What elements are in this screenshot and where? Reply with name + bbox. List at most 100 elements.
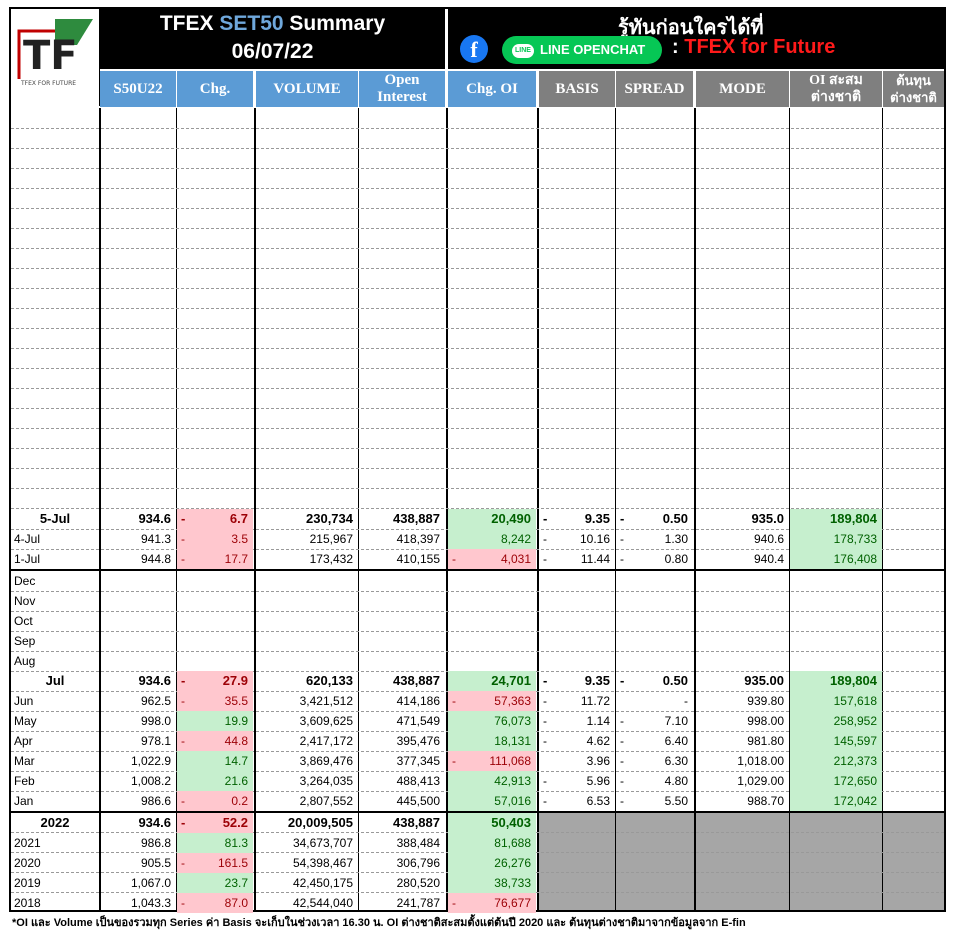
cell-value: 414,186	[396, 694, 440, 708]
cell-value: 44.8	[224, 734, 248, 748]
cell-value: 212,373	[833, 754, 877, 768]
table-cell-chg-oi: 20,490	[448, 509, 536, 529]
sign-marker: -	[181, 734, 185, 748]
table-cell-chg-oi: 76,073	[448, 711, 536, 731]
table-cell-price: 986.8	[100, 833, 176, 853]
sign-marker: -	[181, 815, 186, 830]
table-cell-basis: 4.62 -	[539, 731, 615, 751]
table-cell-price: 962.5	[100, 691, 176, 711]
cell-value: Oct	[14, 614, 33, 628]
sign-marker: -	[181, 856, 185, 870]
cell-value: 3.96	[586, 754, 610, 768]
row-divider	[11, 368, 944, 369]
cell-value: 940.4	[753, 552, 784, 566]
row-divider	[11, 348, 944, 349]
col-header-foreign-cost-line2: ต่างชาติ	[890, 90, 937, 105]
table-cell-price: 934.6	[100, 509, 176, 529]
table-cell-price: 998.0	[100, 711, 176, 731]
cell-value: 1.14	[586, 714, 610, 728]
month-label: Sep	[11, 631, 99, 651]
table-cell-foreign-cost	[883, 691, 944, 711]
table-cell-oi: 241,787	[359, 893, 445, 913]
table-cell-volume: 42,544,040	[256, 893, 358, 913]
table-cell-volume: 230,734	[256, 509, 358, 529]
table-cell-price: 934.6	[100, 813, 176, 833]
cell-value: 2018	[14, 896, 41, 910]
table-cell-price: 944.8	[100, 549, 176, 569]
cell-value: 5.50	[664, 794, 688, 808]
table-cell-volume: 215,967	[256, 529, 358, 549]
col-header-mode: MODE	[696, 71, 789, 107]
cell-value: 377,345	[396, 754, 440, 768]
cell-value: 9.35	[584, 673, 610, 688]
sign-marker: -	[543, 734, 547, 748]
table-cell-chg: 161.5 -	[177, 853, 253, 873]
cell-value: 395,476	[396, 734, 440, 748]
sign-marker: -	[620, 754, 624, 768]
cell-value: 76,073	[494, 714, 531, 728]
column-divider	[99, 108, 101, 910]
table-cell-label: 1-Jul	[11, 549, 99, 569]
table-cell-foreign-cost	[883, 509, 944, 529]
cell-value: Jan	[14, 794, 34, 808]
cell-value: 11.72	[580, 694, 610, 708]
table-cell-foreign-oi: 176,408	[790, 549, 882, 569]
cell-value: 0.50	[662, 511, 688, 526]
row-divider	[11, 508, 944, 509]
cell-value: 172,650	[833, 774, 877, 788]
facebook-icon[interactable]: f	[460, 35, 488, 63]
table-cell-spread: 5.50 -	[616, 791, 693, 811]
table-cell-oi: 388,484	[359, 833, 445, 853]
cell-value: 2,807,552	[299, 794, 353, 808]
cell-value: 9.35	[584, 511, 610, 526]
row-divider	[11, 611, 944, 612]
table-cell-mode: 981.80	[696, 731, 789, 751]
month-label: Dec	[11, 571, 99, 591]
table-cell-basis: 9.35 -	[539, 509, 615, 529]
table-cell-oi: 488,413	[359, 771, 445, 791]
table-cell-chg-oi: 50,403	[448, 813, 536, 833]
sign-marker: -	[620, 673, 625, 688]
cell-value: 42,913	[494, 774, 531, 788]
cell-value: 905.5	[140, 856, 171, 870]
channel-separator: :	[672, 36, 679, 58]
cell-value: 189,804	[830, 511, 877, 526]
table-cell-volume: 3,609,625	[256, 711, 358, 731]
cell-value: 939.80	[747, 694, 784, 708]
table-cell-chg: 19.9	[177, 711, 253, 731]
table-cell-mode: 940.6	[696, 529, 789, 549]
line-openchat-button[interactable]: LINE LINE OPENCHAT	[502, 36, 662, 64]
row-divider	[11, 288, 944, 289]
table-cell-chg: 44.8 -	[177, 731, 253, 751]
cell-value: 17.7	[224, 552, 248, 566]
table-cell-label: 2020	[11, 853, 99, 873]
table-cell-spread: 6.30 -	[616, 751, 693, 771]
cell-value: 3,869,476	[299, 754, 353, 768]
row-divider	[11, 811, 944, 813]
row-divider	[11, 168, 944, 169]
sign-marker: -	[620, 794, 624, 808]
cell-value: Sep	[14, 634, 36, 648]
logo-mark-icon: TF TFEX FOR FUTURE	[17, 19, 93, 87]
cell-value: 935.0	[751, 511, 784, 526]
cell-value: 19.9	[224, 714, 248, 728]
col-header-open-interest-line1: Open	[384, 72, 420, 88]
footnote: *OI และ Volume เป็นของรวมทุก Series ค่า …	[12, 917, 746, 929]
table-cell-chg-oi: 111,068 -	[448, 751, 536, 771]
row-divider	[11, 208, 944, 209]
table-cell-foreign-oi: 172,650	[790, 771, 882, 791]
row-divider	[11, 408, 944, 409]
cell-value: 438,887	[393, 815, 440, 830]
cell-value: Jul	[45, 673, 65, 688]
month-label: Oct	[11, 611, 99, 631]
table-cell-price: 1,043.3	[100, 893, 176, 913]
col-header-contract: S50U22	[100, 71, 176, 107]
table-cell-foreign-oi: 157,618	[790, 691, 882, 711]
table-cell-chg-oi: 57,016	[448, 791, 536, 811]
table-cell-oi: 438,887	[359, 813, 445, 833]
sign-marker: -	[620, 511, 625, 526]
table-cell-chg-oi: 42,913	[448, 771, 536, 791]
table-cell-chg-oi: 38,733	[448, 873, 536, 893]
sign-marker: -	[181, 794, 185, 808]
table-cell-chg-oi: 4,031 -	[448, 549, 536, 569]
